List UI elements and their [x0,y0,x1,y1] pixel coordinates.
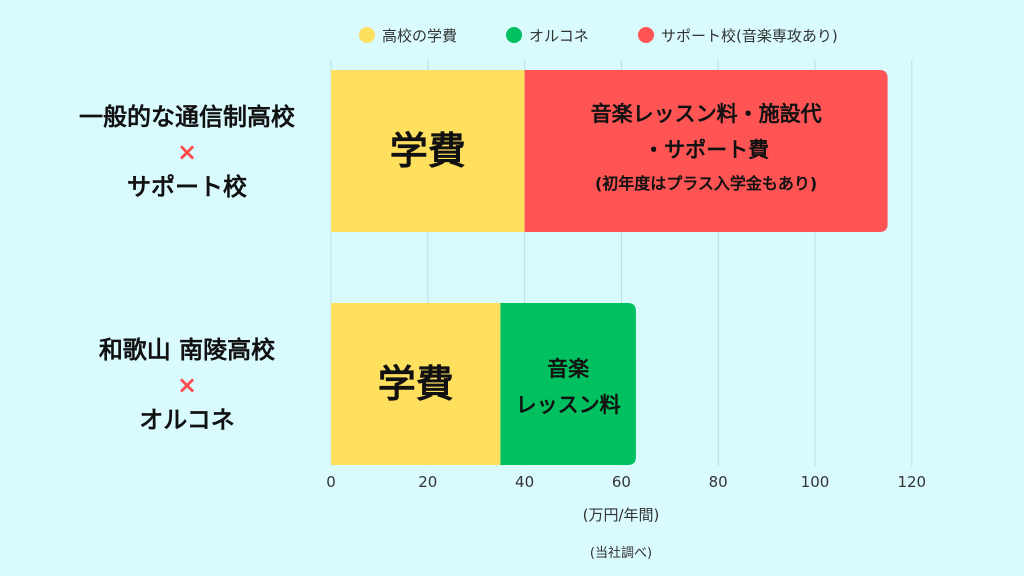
x-tick-label: 120 [897,473,926,491]
bar-segment-label: 学費 [378,362,454,406]
x-tick-label: 40 [515,473,534,491]
legend: 高校の学費 オルコネ サポート校(音楽専攻あり) [359,27,838,45]
bar-segment [331,303,501,465]
bar-segment-label: (初年度はプラス入学金もあり) [595,174,817,193]
x-tick-label: 80 [709,473,728,491]
bar-segment-label: 音楽レッスン料・施設代 [591,102,822,126]
category-label: 和歌山 南陵高校 [99,336,276,364]
legend-label: オルコネ [529,27,589,45]
x-tick-label: 100 [801,473,830,491]
bar-segment-label: レッスン料 [516,393,621,417]
category-label: 一般的な通信制高校 [79,103,296,131]
x-axis-label: (万円/年間) [583,506,660,524]
bar-segment [524,70,888,232]
bar-segment-label: 音楽 [547,357,590,381]
legend-label: 高校の学費 [382,27,457,45]
bar-segment [500,303,636,465]
x-tick-label: 60 [612,473,631,491]
category-label: サポート校 [127,173,248,201]
legend-swatch [638,27,654,43]
cross-mark: × [177,138,197,166]
bar-segment [331,70,525,232]
x-tick-label: 20 [418,473,437,491]
cross-mark: × [177,371,197,399]
legend-swatch [359,27,375,43]
legend-swatch [506,27,522,43]
x-axis-ticks: 0 20 40 60 80 100 120 [326,473,926,491]
bar-segment-label: 学費 [390,129,466,173]
source-note: (当社調べ) [590,545,652,561]
category-label: オルコネ [139,406,235,434]
legend-label: サポート校(音楽専攻あり) [661,27,838,45]
x-tick-label: 0 [326,473,336,491]
bar-segment-label: ・サポート費 [643,138,769,162]
